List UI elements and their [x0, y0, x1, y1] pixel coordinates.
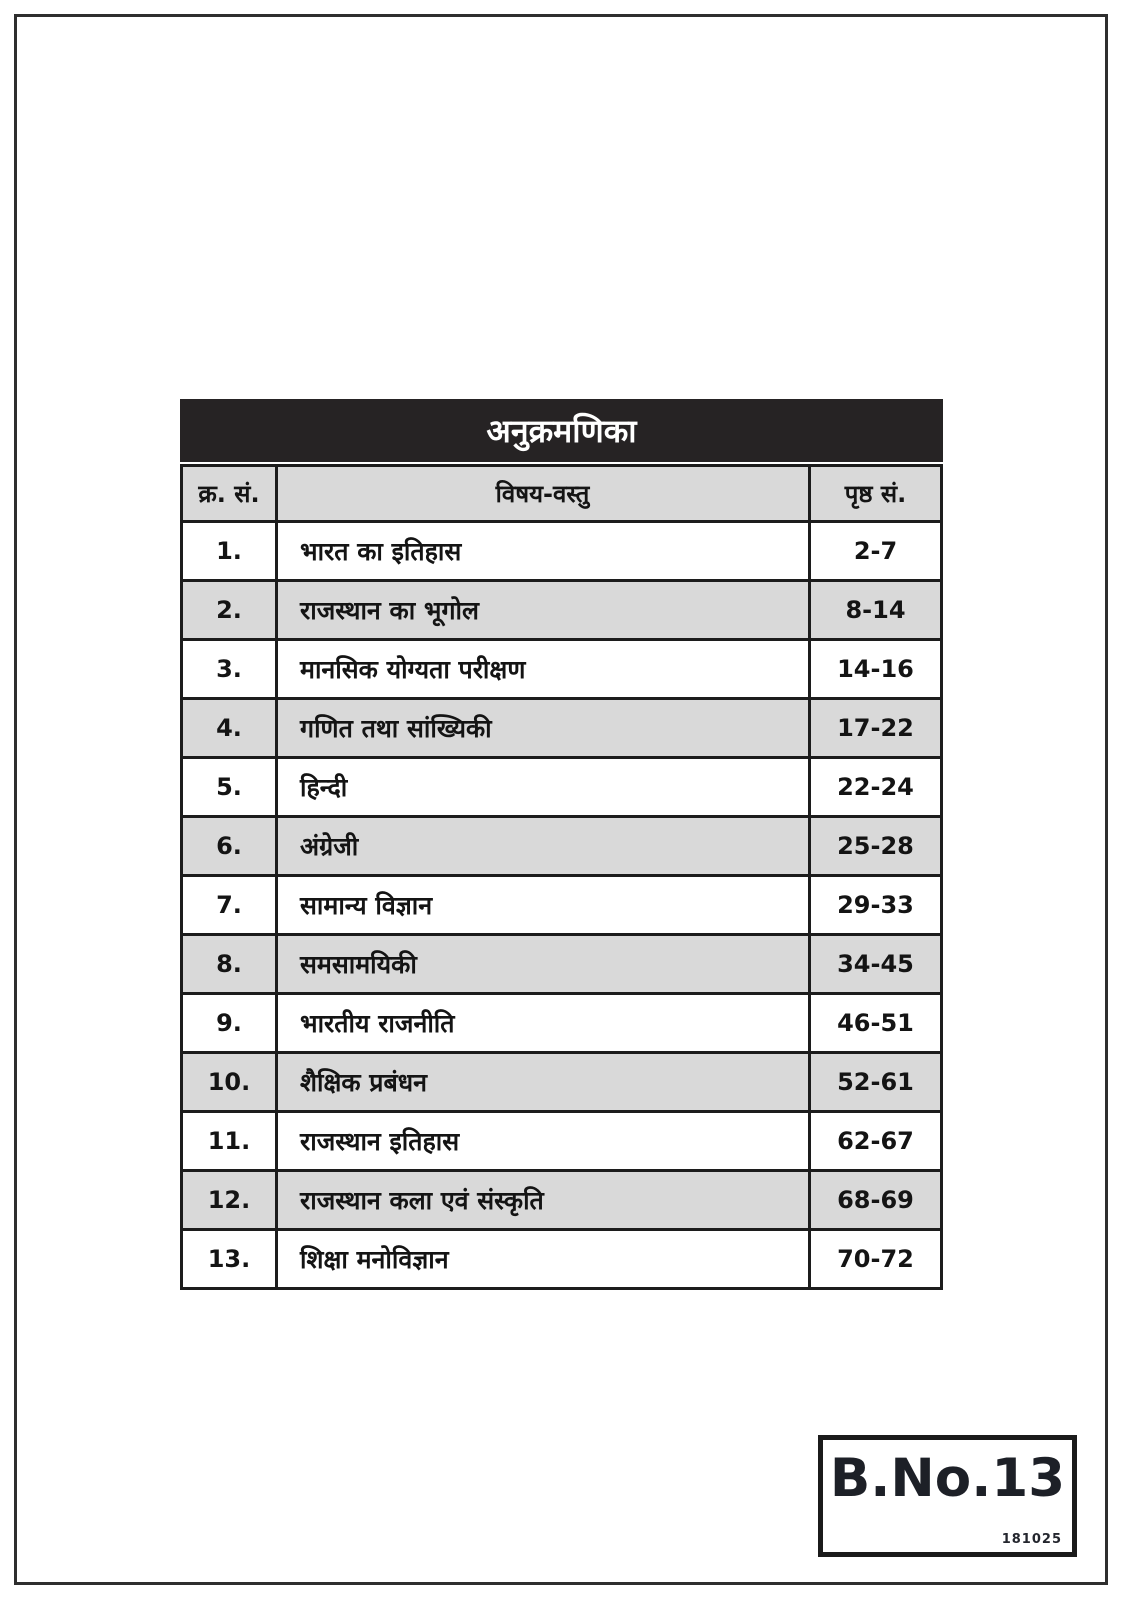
- row-serial-number: 9.: [180, 992, 278, 1054]
- toc-title: अनुक्रमणिका: [180, 399, 943, 462]
- row-page-range: 2-7: [808, 520, 943, 582]
- row-page-range: 8-14: [808, 579, 943, 641]
- row-subject: मानसिक योग्यता परीक्षण: [275, 638, 811, 700]
- table-row: 9. भारतीय राजनीति 46-51: [180, 992, 943, 1054]
- toc-table: क्र. सं. विषय-वस्तु पृष्ठ सं. 1. भारत का …: [180, 464, 943, 1290]
- row-serial-number: 7.: [180, 874, 278, 936]
- row-subject: राजस्थान का भूगोल: [275, 579, 811, 641]
- table-row: 11. राजस्थान इतिहास 62-67: [180, 1110, 943, 1172]
- row-serial-number: 3.: [180, 638, 278, 700]
- table-row: 3. मानसिक योग्यता परीक्षण 14-16: [180, 638, 943, 700]
- table-row: 6. अंग्रेजी 25-28: [180, 815, 943, 877]
- row-page-range: 62-67: [808, 1110, 943, 1172]
- header-page-number: पृष्ठ सं.: [808, 464, 943, 523]
- row-serial-number: 13.: [180, 1228, 278, 1290]
- table-row: 4. गणित तथा सांख्यिकी 17-22: [180, 697, 943, 759]
- row-serial-number: 5.: [180, 756, 278, 818]
- row-serial-number: 4.: [180, 697, 278, 759]
- table-row: 10. शैक्षिक प्रबंधन 52-61: [180, 1051, 943, 1113]
- row-page-range: 29-33: [808, 874, 943, 936]
- row-page-range: 14-16: [808, 638, 943, 700]
- row-page-range: 70-72: [808, 1228, 943, 1290]
- table-row: 8. समसामयिकी 34-45: [180, 933, 943, 995]
- book-number-label: B.No.13: [829, 1448, 1066, 1509]
- header-subject: विषय-वस्तु: [275, 464, 811, 523]
- row-subject: समसामयिकी: [275, 933, 811, 995]
- row-page-range: 17-22: [808, 697, 943, 759]
- header-serial-number: क्र. सं.: [180, 464, 278, 523]
- table-row: 2. राजस्थान का भूगोल 8-14: [180, 579, 943, 641]
- page-border: [14, 14, 1108, 1585]
- row-page-range: 22-24: [808, 756, 943, 818]
- row-page-range: 34-45: [808, 933, 943, 995]
- row-serial-number: 1.: [180, 520, 278, 582]
- table-row: 1. भारत का इतिहास 2-7: [180, 520, 943, 582]
- row-subject: भारतीय राजनीति: [275, 992, 811, 1054]
- toc-section: अनुक्रमणिका क्र. सं. विषय-वस्तु पृष्ठ सं…: [180, 399, 943, 1290]
- row-serial-number: 8.: [180, 933, 278, 995]
- row-subject: सामान्य विज्ञान: [275, 874, 811, 936]
- row-page-range: 52-61: [808, 1051, 943, 1113]
- row-serial-number: 12.: [180, 1169, 278, 1231]
- table-row: 7. सामान्य विज्ञान 29-33: [180, 874, 943, 936]
- row-subject: गणित तथा सांख्यिकी: [275, 697, 811, 759]
- table-header-row: क्र. सं. विषय-वस्तु पृष्ठ सं.: [180, 464, 943, 523]
- book-number-box: B.No.13 181025: [818, 1435, 1077, 1557]
- row-subject: शिक्षा मनोविज्ञान: [275, 1228, 811, 1290]
- row-page-range: 25-28: [808, 815, 943, 877]
- row-page-range: 46-51: [808, 992, 943, 1054]
- row-subject: राजस्थान इतिहास: [275, 1110, 811, 1172]
- row-serial-number: 11.: [180, 1110, 278, 1172]
- toc-table-body: 1. भारत का इतिहास 2-7 2. राजस्थान का भूगोल 8-…: [180, 520, 943, 1290]
- row-serial-number: 10.: [180, 1051, 278, 1113]
- row-subject: राजस्थान कला एवं संस्कृति: [275, 1169, 811, 1231]
- row-subject: अंग्रेजी: [275, 815, 811, 877]
- row-subject: हिन्दी: [275, 756, 811, 818]
- row-serial-number: 6.: [180, 815, 278, 877]
- row-serial-number: 2.: [180, 579, 278, 641]
- table-row: 12. राजस्थान कला एवं संस्कृति 68-69: [180, 1169, 943, 1231]
- table-row: 13. शिक्षा मनोविज्ञान 70-72: [180, 1228, 943, 1290]
- book-number-code: 181025: [1001, 1532, 1062, 1547]
- row-page-range: 68-69: [808, 1169, 943, 1231]
- table-row: 5. हिन्दी 22-24: [180, 756, 943, 818]
- row-subject: भारत का इतिहास: [275, 520, 811, 582]
- row-subject: शैक्षिक प्रबंधन: [275, 1051, 811, 1113]
